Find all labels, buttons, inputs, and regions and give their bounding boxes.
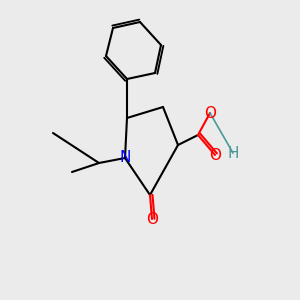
Text: O: O <box>146 212 158 226</box>
Text: O: O <box>209 148 221 163</box>
Text: H: H <box>227 146 239 160</box>
Text: O: O <box>204 106 216 121</box>
Text: N: N <box>119 151 131 166</box>
